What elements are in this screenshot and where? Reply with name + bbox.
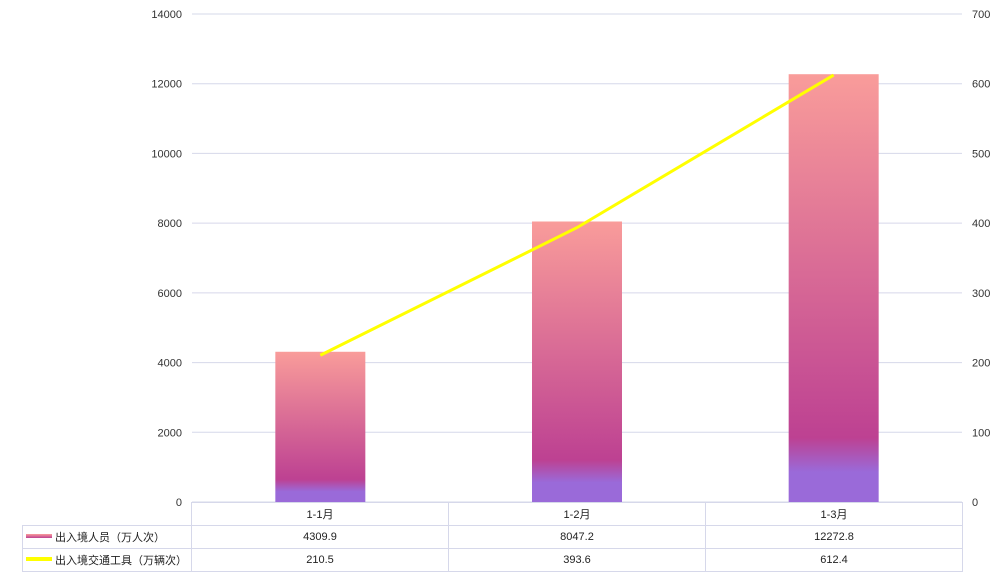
left-axis-tick-label: 12000: [151, 79, 182, 91]
category-label: 1-3月: [705, 502, 963, 526]
bar: [275, 351, 366, 502]
data-cell: 8047.2: [448, 525, 706, 549]
left-axis-tick-label: 14000: [151, 9, 182, 21]
category-label: 1-2月: [448, 502, 706, 526]
data-table: 1-1月 1-2月 1-3月 出入境人员（万人次） 4309.9 8047.2 …: [22, 502, 963, 572]
right-axis-tick-label: 100: [972, 427, 990, 439]
bar: [788, 74, 879, 502]
left-axis-tick-label: 8000: [158, 218, 182, 230]
right-axis-tick-label: 600: [972, 79, 990, 91]
right-axis-tick-label: 200: [972, 358, 990, 370]
legend-label: 出入境交通工具（万辆次）: [55, 555, 187, 567]
right-axis-tick-label: 700: [972, 9, 990, 21]
data-cell: 12272.8: [705, 525, 963, 549]
data-cell: 393.6: [448, 548, 706, 572]
right-axis-tick-label: 400: [972, 218, 990, 230]
data-cell: 612.4: [705, 548, 963, 572]
right-axis-tick-label: 300: [972, 288, 990, 300]
line-legend-swatch: [26, 557, 52, 562]
left-axis-tick-label: 4000: [158, 358, 182, 370]
right-axis-tick-label: 500: [972, 148, 990, 160]
data-cell: 210.5: [191, 548, 449, 572]
bar: [532, 221, 622, 502]
bar-legend-swatch: [26, 534, 52, 539]
legend-label: 出入境人员（万人次）: [55, 532, 165, 544]
left-axis-tick-label: 2000: [158, 427, 182, 439]
category-label: 1-1月: [191, 502, 449, 526]
data-cell: 4309.9: [191, 525, 449, 549]
legend-entry-vehicles: 出入境交通工具（万辆次）: [22, 548, 192, 572]
right-axis-tick-label: 0: [972, 497, 978, 509]
left-axis-tick-label: 6000: [158, 288, 182, 300]
legend-entry-people: 出入境人员（万人次）: [22, 525, 192, 549]
left-axis-tick-label: 10000: [151, 148, 182, 160]
